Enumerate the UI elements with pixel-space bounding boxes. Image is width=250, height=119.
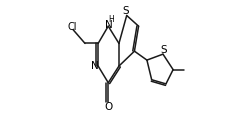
Text: O: O bbox=[104, 102, 112, 112]
Text: Cl: Cl bbox=[67, 22, 76, 32]
Text: S: S bbox=[160, 45, 167, 55]
Text: N: N bbox=[90, 61, 98, 71]
Text: N: N bbox=[104, 20, 112, 30]
Text: S: S bbox=[122, 6, 129, 16]
Text: H: H bbox=[108, 15, 114, 24]
